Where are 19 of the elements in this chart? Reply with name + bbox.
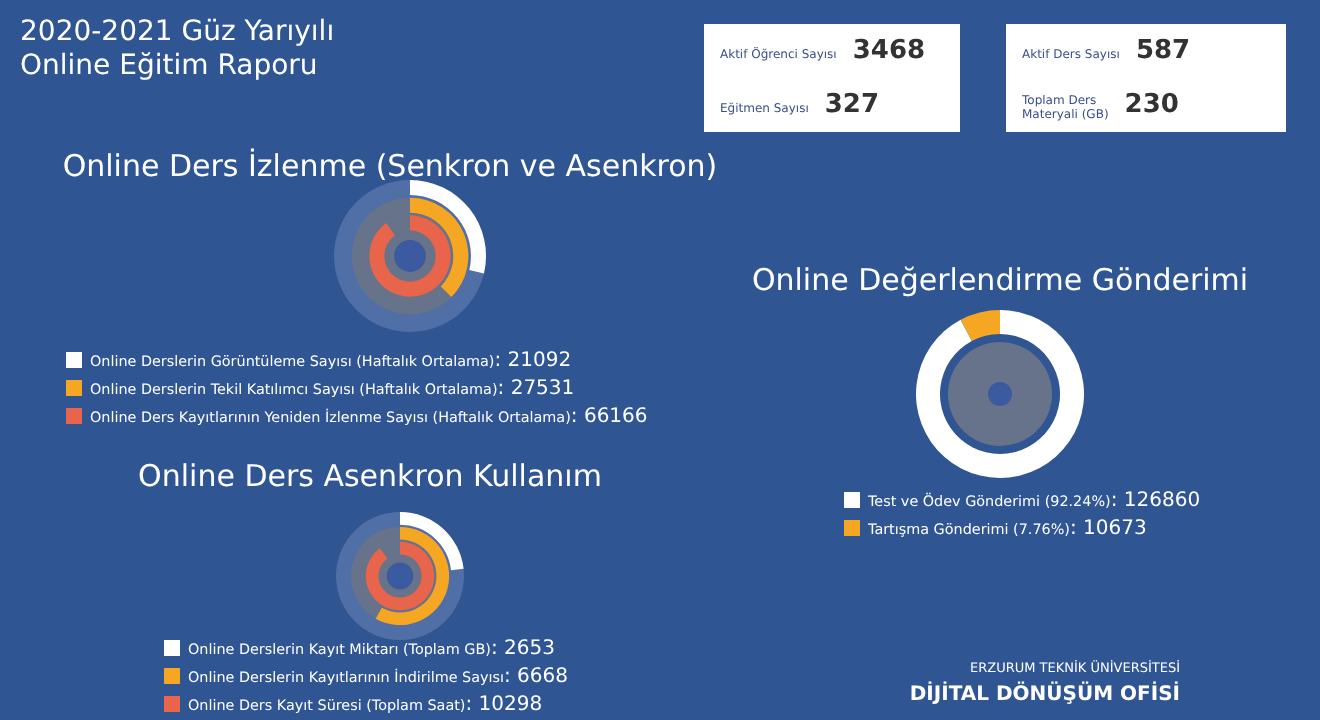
data-label: : 10298 [465,694,543,716]
data-label: : 10673 [1070,518,1147,540]
data-label: : 6668 [504,666,568,688]
chart-title: Online Değerlendirme Gönderimi [751,262,1249,298]
data-label: 230 [1124,90,1179,120]
data-label: : 66166 [570,406,648,428]
donut-slice [916,310,1084,478]
text: DİJİTAL DÖNÜŞÜM OFİSİ [909,680,1180,706]
data-label: 3468 [852,36,926,66]
text: Online Ders İzlenme (Senkron ve Asenkron) [62,148,718,184]
data-label: : 27531 [497,378,575,400]
data-label: 327 [824,90,880,120]
text: Online Ders Asenkron Kullanım [138,458,602,494]
data-label: : 2653 [490,638,555,660]
donut-slice [960,310,1000,341]
data-label: : 126860 [1110,490,1201,512]
data-label: : 21092 [494,350,572,372]
text: 2020-2021 Güz Yarıyılı Online Eğitim Raporu [20,16,335,82]
data-label: 587 [1135,36,1191,66]
